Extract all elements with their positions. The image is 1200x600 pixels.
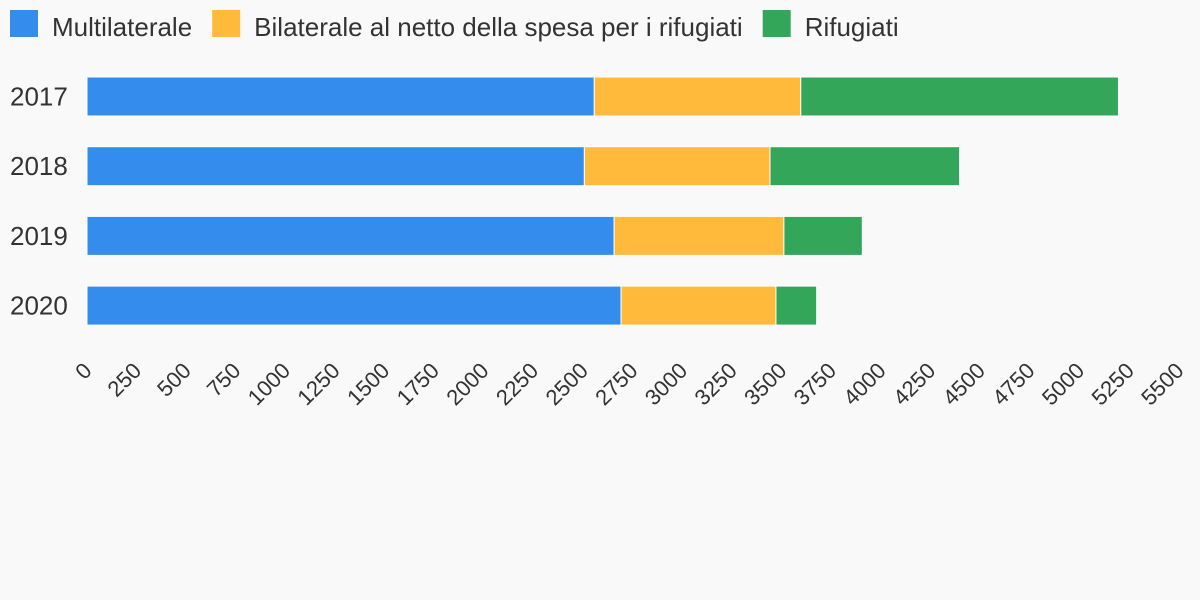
x-tick-label-4250: 4250 [888, 358, 940, 410]
x-axis: 0 250 500 750100012501500175020002250250027… [70, 358, 1188, 410]
category-label-2018: 2018 [10, 151, 68, 181]
bar-2018-series-0 [86, 146, 585, 187]
bar-2020-series-2 [775, 285, 818, 326]
legend-label-1: Bilaterale al netto della spesa per i ri… [254, 12, 743, 42]
legend-label-0: Multilaterale [52, 12, 192, 42]
y-axis: 2017 2018 2019 2020 [10, 82, 68, 321]
x-tick-label-500: 500 [152, 358, 196, 402]
bar-2018-series-2 [769, 146, 961, 187]
x-tick-label-4500: 4500 [938, 358, 990, 410]
x-tick-label-5000: 5000 [1037, 358, 1089, 410]
x-tick-label-2250: 2250 [491, 358, 543, 410]
x-tick-label-1000: 1000 [243, 358, 295, 410]
bar-2018-series-1 [583, 146, 771, 187]
x-tick-label-1750: 1750 [392, 358, 444, 410]
legend-swatch-2 [762, 10, 791, 37]
category-label-2020: 2020 [10, 291, 68, 321]
x-tick-label-2750: 2750 [590, 358, 642, 410]
x-tick-label-5250: 5250 [1087, 358, 1139, 410]
x-tick-label-1250: 1250 [292, 358, 344, 410]
chart-legend: Multilaterale Bilaterale al netto della s… [10, 10, 899, 42]
bar-2020-series-1 [620, 285, 777, 326]
bar-2019-series-0 [86, 215, 615, 256]
bar-2017-series-0 [86, 76, 595, 117]
x-tick-label-3000: 3000 [640, 358, 692, 410]
x-tick-label-1500: 1500 [342, 358, 394, 410]
bars [86, 76, 1119, 326]
category-label-2017: 2017 [10, 82, 68, 112]
x-tick-label-4000: 4000 [838, 358, 890, 410]
x-tick-label-750: 750 [202, 358, 246, 402]
bar-2019-series-1 [613, 215, 785, 256]
x-tick-label-3750: 3750 [789, 358, 841, 410]
legend-label-2: Rifugiati [805, 12, 899, 42]
x-tick-label-4750: 4750 [987, 358, 1039, 410]
bar-2020-series-0 [86, 285, 622, 326]
bar-2019-series-2 [783, 215, 863, 256]
bar-2017-series-2 [800, 76, 1119, 117]
legend-swatch-0 [10, 10, 38, 37]
x-tick-label-2000: 2000 [441, 358, 493, 410]
x-tick-label-2500: 2500 [541, 358, 593, 410]
x-tick-label-3500: 3500 [739, 358, 791, 410]
x-tick-label-250: 250 [103, 358, 147, 402]
x-tick-label-0: 0 [70, 358, 96, 384]
bar-2017-series-1 [593, 76, 802, 117]
legend-swatch-1 [212, 10, 241, 37]
x-tick-label-5500: 5500 [1136, 358, 1188, 410]
x-tick-label-3250: 3250 [690, 358, 742, 410]
category-label-2019: 2019 [10, 221, 68, 251]
